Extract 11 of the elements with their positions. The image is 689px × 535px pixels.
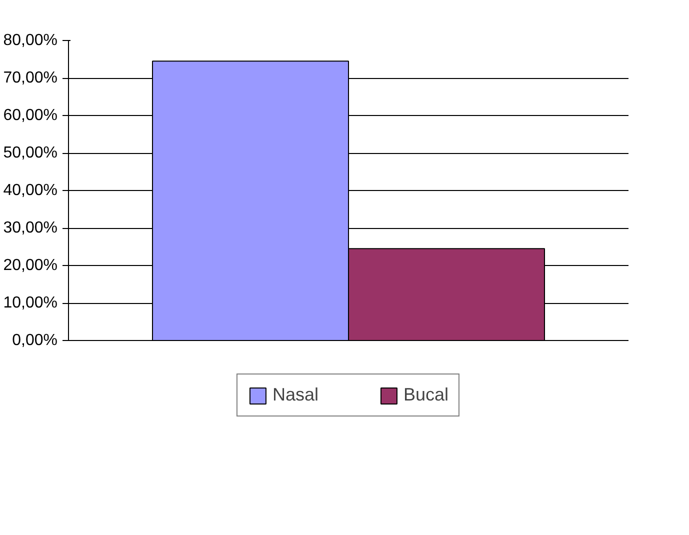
y-tick-label: 0,00%: [12, 332, 58, 349]
legend-label: Nasal: [272, 384, 318, 406]
y-tick-label: 40,00%: [3, 182, 58, 199]
y-tick-label: 20,00%: [3, 257, 58, 274]
y-tick-label: 80,00%: [3, 32, 58, 49]
y-tick-label: 10,00%: [3, 294, 58, 312]
y-tick-label: 30,00%: [3, 220, 58, 236]
y-tick-label: 50,00%: [3, 144, 58, 162]
legend-label: Bucal: [404, 384, 449, 406]
y-tick-label: 70,00%: [3, 70, 58, 86]
y-tick-label: 60,00%: [3, 107, 58, 124]
